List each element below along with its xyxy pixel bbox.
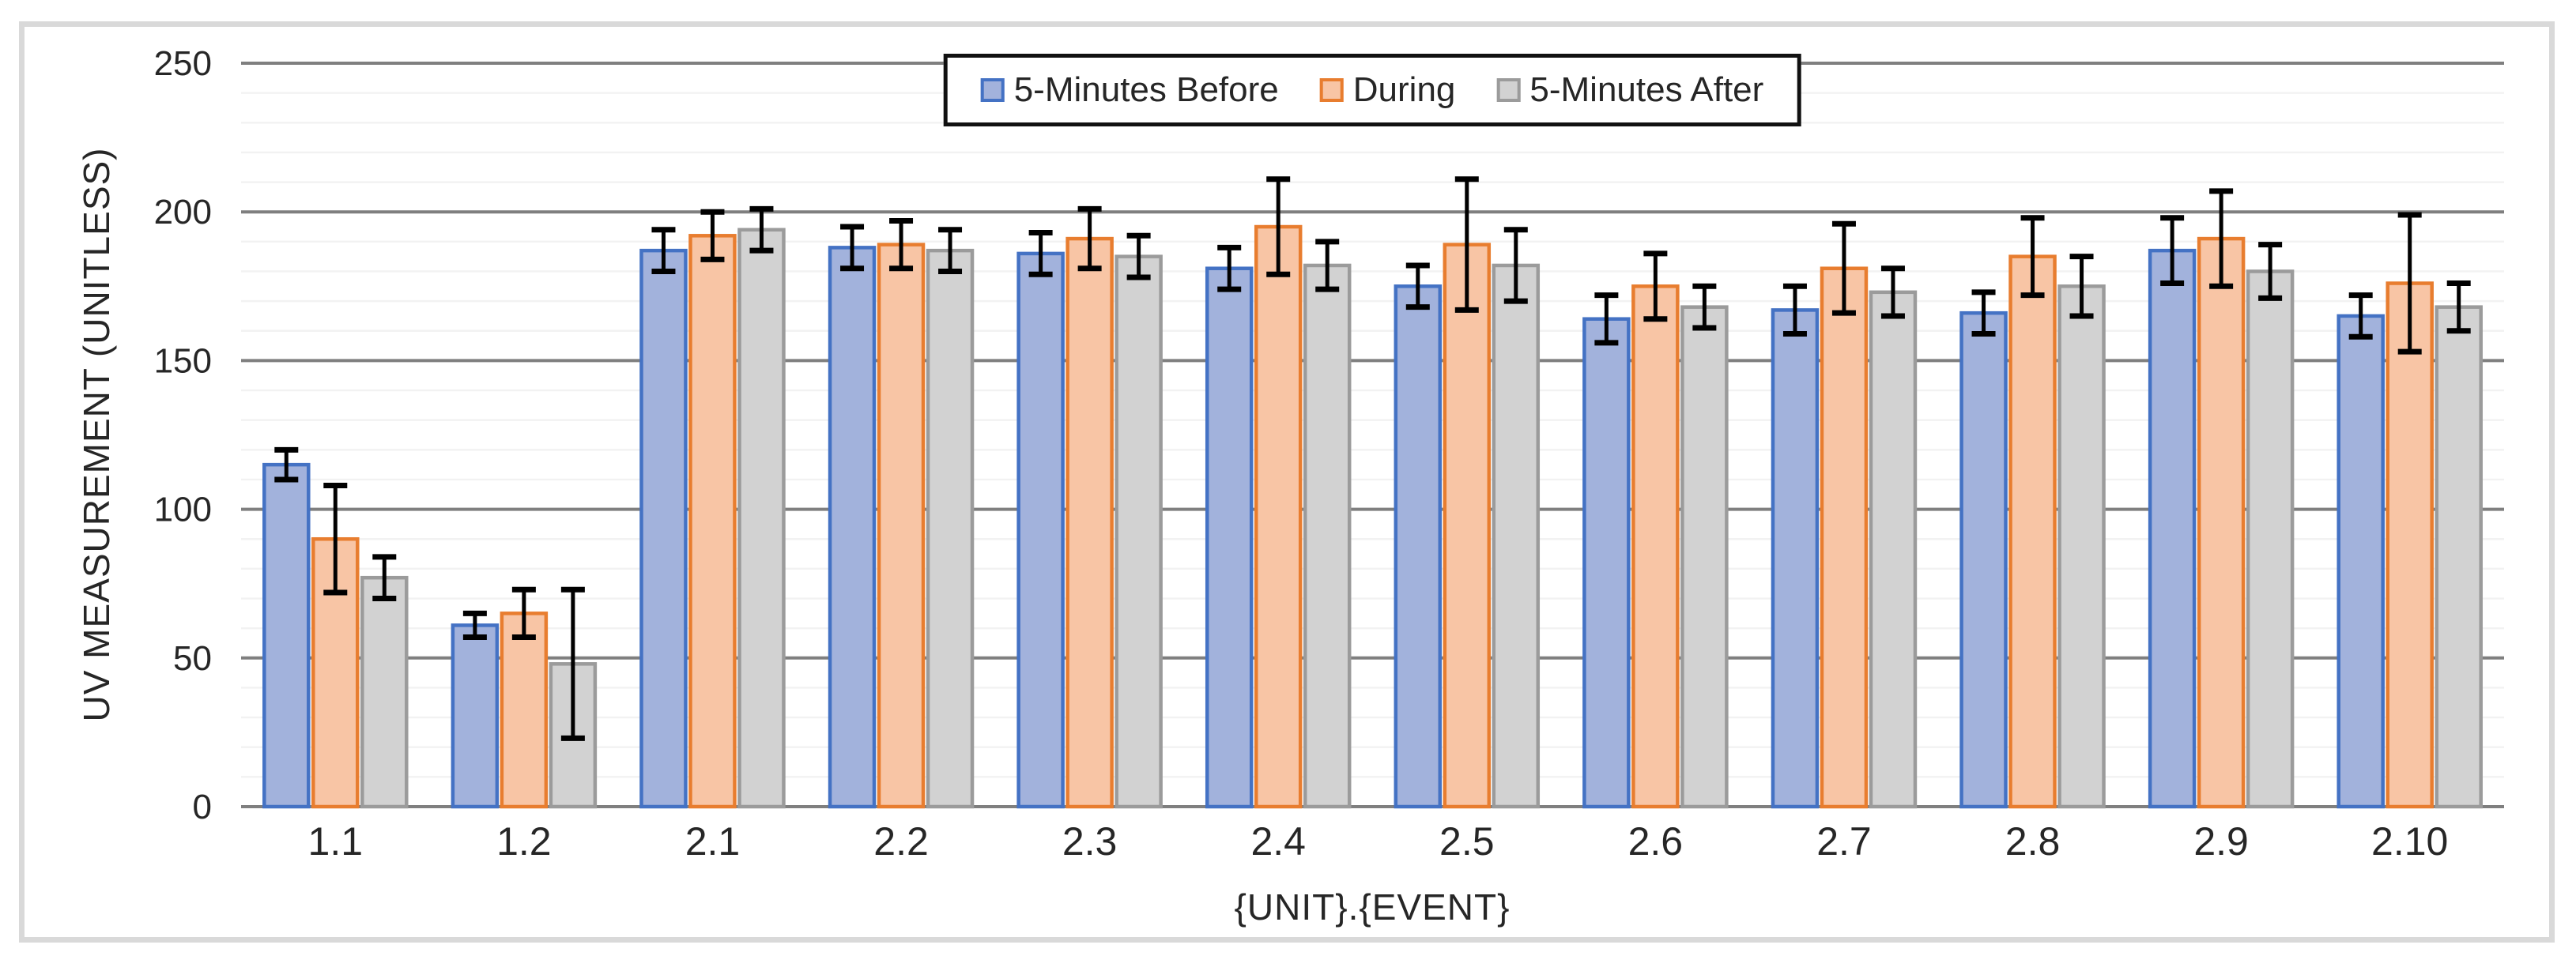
x-tick-label: 2.4 <box>1250 819 1306 864</box>
y-tick-label: 250 <box>154 44 212 83</box>
bar <box>1680 305 1729 809</box>
x-tick-label: 2.6 <box>1628 819 1684 864</box>
bar <box>828 246 877 809</box>
x-tick-label: 2.1 <box>685 819 741 864</box>
legend-item-before: 5-Minutes Before <box>980 70 1279 110</box>
bar <box>1016 251 1065 809</box>
bar <box>1959 310 2008 809</box>
y-tick-label: 100 <box>154 491 212 529</box>
x-tick-label: 2.10 <box>2371 819 2448 864</box>
legend-marker-before <box>980 78 1005 102</box>
bar <box>926 248 975 809</box>
bar <box>1492 263 1541 809</box>
y-tick-label: 150 <box>154 341 212 380</box>
bar <box>2148 248 2197 809</box>
bar <box>1115 254 1163 809</box>
bar <box>2435 305 2483 809</box>
bar <box>1869 290 1918 809</box>
bar <box>1820 266 1869 809</box>
bar <box>877 243 926 809</box>
legend: 5-Minutes Before During 5-Minutes After <box>943 54 1801 126</box>
x-tick-label: 2.8 <box>2005 819 2061 864</box>
y-tick-label: 50 <box>173 639 212 678</box>
x-axis-title: {UNIT}.{EVENT} <box>1234 886 1511 928</box>
x-tick-label: 1.1 <box>308 819 364 864</box>
bar <box>1303 263 1352 809</box>
y-axis-title: UV MEASUREMENT (UNITLESS) <box>76 147 117 722</box>
bar <box>1443 243 1492 809</box>
legend-marker-after <box>1496 78 1521 102</box>
bar <box>1065 236 1114 809</box>
x-tick-label: 1.2 <box>496 819 552 864</box>
x-tick-label: 2.5 <box>1439 819 1495 864</box>
bar <box>451 623 500 809</box>
bar <box>737 228 786 809</box>
bar <box>1394 284 1443 809</box>
bar <box>2337 314 2385 809</box>
x-tick-label: 2.3 <box>1062 819 1118 864</box>
legend-item-during: During <box>1319 70 1456 110</box>
bar <box>1205 266 1254 809</box>
bar <box>2197 236 2246 809</box>
y-tick-label: 200 <box>154 193 212 231</box>
bar <box>2008 254 2057 809</box>
legend-marker-during <box>1319 78 1344 102</box>
bar <box>1631 284 1680 809</box>
bar <box>2057 284 2106 809</box>
bar <box>2246 269 2295 809</box>
y-tick-label: 0 <box>193 788 212 826</box>
x-tick-label: 2.9 <box>2193 819 2249 864</box>
bar <box>262 462 311 809</box>
x-tick-label: 2.7 <box>1816 819 1872 864</box>
bar <box>639 248 688 809</box>
legend-label-after: 5-Minutes After <box>1529 70 1764 109</box>
bar <box>2386 281 2434 809</box>
bar <box>688 234 737 809</box>
bar <box>1771 308 1820 809</box>
x-tick-label: 2.2 <box>873 819 929 864</box>
legend-label-before: 5-Minutes Before <box>1013 70 1279 109</box>
legend-label-during: During <box>1352 70 1456 109</box>
bar <box>1582 317 1631 809</box>
bar <box>360 575 409 809</box>
bar <box>500 612 549 809</box>
legend-item-after: 5-Minutes After <box>1496 70 1763 110</box>
bar <box>1254 224 1303 809</box>
